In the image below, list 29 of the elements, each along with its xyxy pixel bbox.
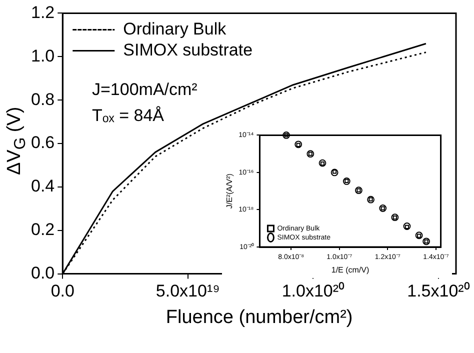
point (415, 232, 423, 240)
annotation: Tₒₓ = 84Å (92, 106, 164, 126)
point (344, 178, 349, 184)
x-axis-title: 1/E (cm/V) (331, 265, 370, 274)
point (367, 196, 374, 204)
y-tick-label: 1.0 (30, 46, 55, 66)
x-tick-label: 1.0x10²⁰ (282, 282, 345, 301)
y-tick-label: 0.4 (30, 176, 55, 196)
point (320, 162, 325, 166)
point (294, 140, 302, 148)
point (391, 214, 399, 222)
y-tick-label: 0.6 (30, 133, 55, 152)
y-tick-label: 0.2 (30, 220, 55, 240)
point (306, 150, 314, 158)
y-tick-label: 0.8 (30, 90, 55, 109)
x-tick-label: 5.0x10¹⁹ (156, 282, 220, 301)
annotation: J=100mA/cm² (92, 80, 198, 100)
point (330, 168, 338, 176)
y-axis-title: J/E²(A/V²) (225, 173, 234, 209)
x-tick-label: 1.5x10²⁰ (407, 282, 470, 301)
x-axis-title: Fluence (number/cm²) (166, 306, 353, 328)
x-tick-label: 0.0 (50, 282, 74, 301)
legend-label: SIMOX substrate (123, 40, 253, 60)
y-tick-label: 1.2 (30, 2, 55, 22)
point (404, 224, 410, 229)
legend-label: Ordinary Bulk (123, 19, 227, 38)
point (403, 222, 411, 230)
point (318, 159, 326, 167)
point (342, 177, 350, 185)
